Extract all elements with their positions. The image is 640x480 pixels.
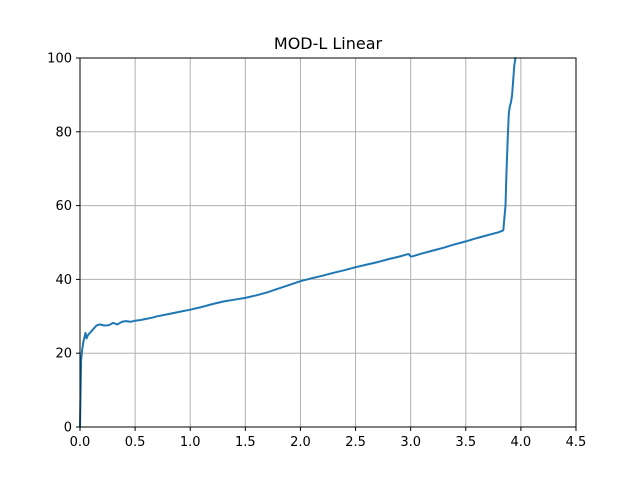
y-tick-label: 60 [55, 199, 72, 214]
x-tick-label: 1.0 [180, 435, 201, 450]
x-tick-label: 2.0 [290, 435, 311, 450]
x-tick-label: 2.5 [345, 435, 366, 450]
y-tick-label: 80 [55, 125, 72, 140]
x-tick-label: 3.0 [400, 435, 421, 450]
y-tick-label: 40 [55, 273, 72, 288]
chart-title: MOD-L Linear [274, 34, 383, 53]
x-axis: 0.0 0.5 1.0 1.5 2.0 2.5 3.0 3.5 4.0 4.5 [70, 427, 587, 450]
x-tick-label: 4.5 [566, 435, 587, 450]
y-tick-label: 20 [55, 347, 72, 362]
x-tick-label: 0.0 [70, 435, 91, 450]
y-axis: 0 20 40 60 80 100 [47, 52, 80, 436]
y-tick-label: 0 [64, 421, 72, 436]
grid [79, 57, 577, 428]
x-tick-label: 0.5 [125, 435, 146, 450]
axes-frame [79, 57, 577, 428]
plot-area [79, 57, 517, 428]
x-tick-label: 3.5 [455, 435, 476, 450]
x-tick-label: 4.0 [511, 435, 532, 450]
series-line [79, 57, 517, 428]
y-tick-label: 100 [47, 52, 72, 67]
x-tick-label: 1.5 [235, 435, 256, 450]
